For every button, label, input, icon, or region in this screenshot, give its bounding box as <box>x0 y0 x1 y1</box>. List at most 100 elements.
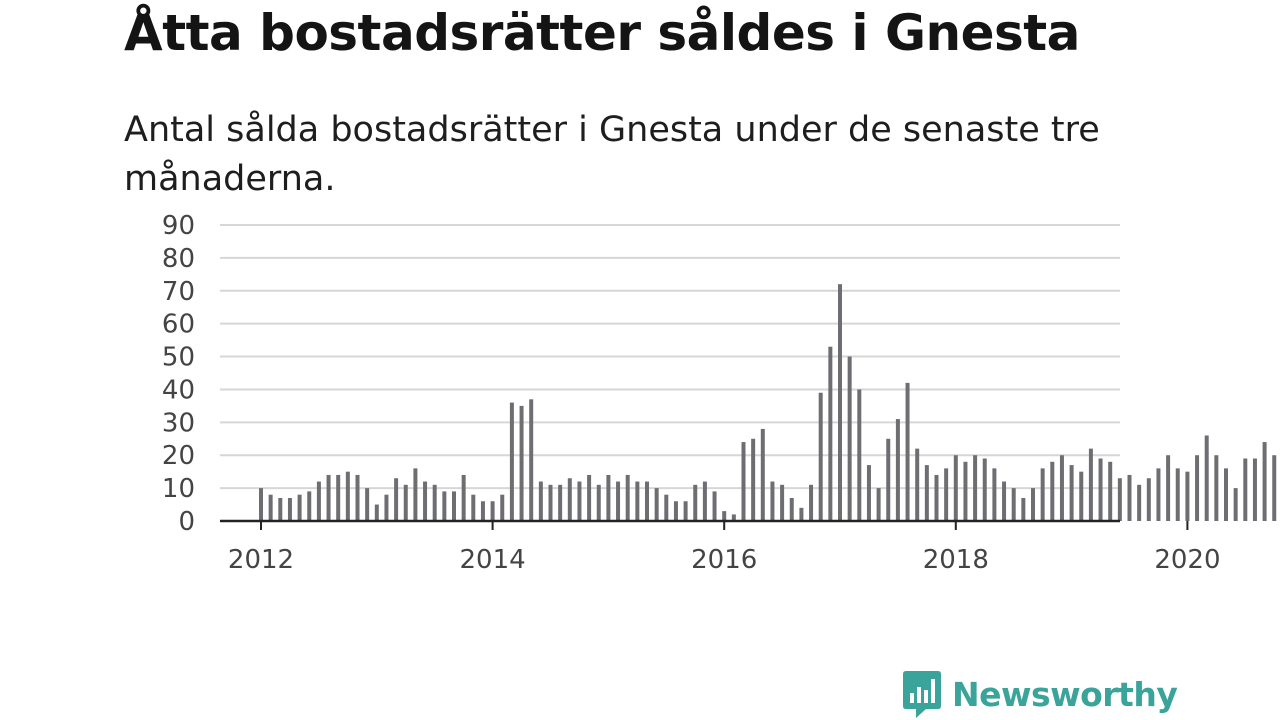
bar <box>625 474 630 521</box>
bar <box>278 497 283 521</box>
bar <box>596 484 601 521</box>
bar <box>1214 455 1219 521</box>
bar <box>789 497 794 521</box>
bar <box>403 484 408 521</box>
bar <box>1272 455 1277 521</box>
bar <box>384 494 389 521</box>
bar <box>1195 455 1200 521</box>
bar <box>1108 461 1113 521</box>
bar <box>471 494 476 521</box>
newsworthy-logo-icon <box>903 671 941 718</box>
bar <box>1262 442 1267 521</box>
bar <box>452 491 456 521</box>
bar <box>1185 471 1190 521</box>
bar <box>297 494 302 521</box>
bar <box>394 478 399 521</box>
bar <box>731 514 736 521</box>
x-axis: 20122014201620182020202220242026 <box>220 519 1220 575</box>
x-tick-label: 2014 <box>460 545 526 575</box>
newsworthy-logo[interactable]: Newsworthy <box>902 668 1178 720</box>
bar <box>944 468 949 521</box>
bar <box>886 438 891 521</box>
bar <box>838 284 842 521</box>
bar <box>316 481 321 521</box>
y-tick-label: 20 <box>162 441 195 471</box>
bar <box>751 438 756 521</box>
bar <box>982 458 987 521</box>
y-tick-label: 40 <box>162 375 195 405</box>
bar <box>1011 488 1016 521</box>
bar <box>809 484 814 521</box>
bar <box>500 494 505 521</box>
bar <box>374 504 379 521</box>
bar <box>480 501 485 521</box>
bar <box>1098 458 1103 521</box>
bar <box>683 501 688 521</box>
bar <box>673 501 678 521</box>
bar <box>259 488 263 521</box>
bar <box>712 491 717 521</box>
y-tick-label: 50 <box>162 343 195 373</box>
bar <box>519 405 524 521</box>
bar <box>287 497 292 521</box>
y-tick-label: 70 <box>162 277 195 307</box>
bar <box>645 481 649 521</box>
bar <box>992 468 997 521</box>
bar <box>973 455 978 521</box>
y-tick-label: 80 <box>162 244 195 274</box>
bar <box>355 474 360 521</box>
y-tick-label: 30 <box>162 408 195 438</box>
bar <box>1021 497 1026 521</box>
bar <box>1166 455 1171 521</box>
bar <box>1243 458 1248 521</box>
bar <box>1050 461 1055 521</box>
bar <box>326 474 331 521</box>
bar <box>693 484 698 521</box>
bar <box>606 474 611 521</box>
bar <box>1002 481 1007 521</box>
bar <box>963 461 968 521</box>
bar <box>1146 478 1151 521</box>
bar <box>654 488 659 521</box>
bar <box>818 392 823 521</box>
bar <box>722 511 727 521</box>
bar <box>432 484 437 521</box>
y-tick-label: 0 <box>178 507 195 537</box>
bar <box>567 478 572 521</box>
bar <box>1252 458 1257 521</box>
bar <box>365 488 370 521</box>
bar <box>577 481 582 521</box>
bar <box>1127 474 1132 521</box>
bar <box>857 389 862 521</box>
bar <box>780 484 785 521</box>
bar <box>587 474 592 521</box>
bar <box>1117 478 1122 521</box>
bar <box>1204 435 1209 521</box>
bar <box>413 468 418 521</box>
bar <box>664 494 669 521</box>
bar <box>760 428 765 521</box>
bar <box>702 481 707 521</box>
bar <box>953 455 958 521</box>
bar <box>770 481 775 521</box>
bar <box>934 474 939 521</box>
bar <box>538 481 543 521</box>
x-tick-label: 2016 <box>691 545 757 575</box>
bar <box>529 399 534 521</box>
bar <box>741 442 746 521</box>
bar <box>1137 484 1142 521</box>
grid-lines <box>220 224 1120 490</box>
x-tick-label: 2020 <box>1154 545 1220 575</box>
bar <box>1233 488 1238 521</box>
bar <box>1069 465 1074 521</box>
bar <box>307 491 312 521</box>
bar <box>509 402 514 521</box>
bars <box>259 284 1277 521</box>
bar <box>1088 448 1093 521</box>
bar <box>635 481 640 521</box>
bar <box>905 382 910 521</box>
bar <box>799 507 804 521</box>
bar <box>847 356 852 521</box>
